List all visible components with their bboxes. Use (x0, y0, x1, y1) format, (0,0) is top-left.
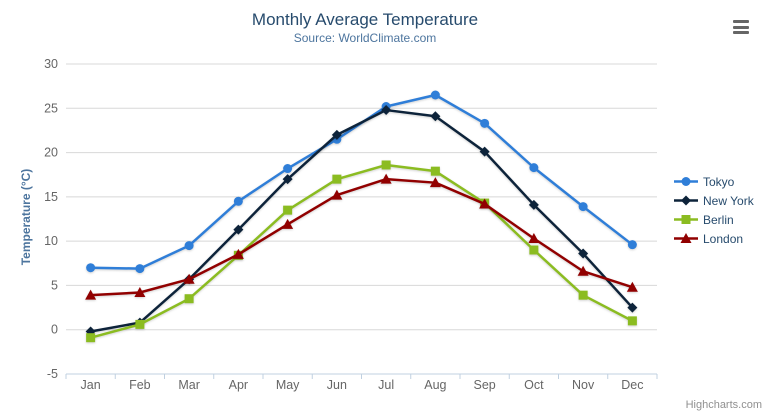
chart-title: Monthly Average Temperature (251, 10, 479, 29)
legend: Tokyo New York Berlin London (674, 172, 754, 248)
y-axis-tick-label: 0 (51, 323, 58, 337)
legend-marker-icon (674, 195, 698, 206)
triangle-marker-icon (134, 287, 146, 298)
square-marker-icon (681, 215, 691, 224)
triangle-marker-icon (282, 218, 294, 229)
credits-link[interactable]: Highcharts.com (685, 399, 762, 411)
x-axis-tick-label: Dec (621, 378, 643, 392)
circle-marker-icon (86, 263, 96, 273)
series-line (89, 93, 634, 270)
square-marker-icon (184, 294, 194, 304)
x-axis-tick-label: Oct (524, 378, 544, 392)
series-new-york[interactable] (85, 105, 638, 337)
diamond-marker-icon (578, 248, 589, 259)
y-axis-tick-label: 20 (44, 146, 58, 160)
diamond-marker-icon (331, 129, 342, 140)
legend-marker-icon (674, 177, 698, 186)
circle-marker-icon (430, 90, 440, 100)
series-line (89, 108, 634, 333)
y-axis-tick-label: -5 (47, 367, 58, 381)
square-marker-icon (381, 160, 391, 170)
x-axis-tick-label: Nov (572, 378, 595, 392)
square-marker-icon (135, 319, 145, 329)
series-line (89, 177, 634, 297)
triangle-marker-icon (183, 273, 195, 284)
x-axis-tick-label: Mar (178, 378, 200, 392)
legend-item-label: Tokyo (703, 174, 735, 189)
y-axis-tick-label: 30 (44, 57, 58, 71)
y-axis-tick-label: 5 (51, 278, 58, 292)
legend-item-label: New York (703, 193, 754, 208)
circle-marker-icon (184, 241, 194, 251)
diamond-marker-icon (528, 199, 539, 210)
square-marker-icon (627, 316, 637, 326)
triangle-marker-icon (85, 289, 97, 300)
circle-marker-icon (578, 202, 588, 212)
square-marker-icon (430, 166, 440, 176)
legend-item-london[interactable]: London (674, 229, 754, 248)
diamond-marker-icon (282, 174, 293, 185)
y-axis-tick-label: 10 (44, 234, 58, 248)
x-axis-tick-label: Jul (378, 378, 394, 392)
triangle-marker-icon (577, 265, 589, 276)
hamburger-menu-icon (733, 20, 749, 23)
series-tokyo[interactable] (86, 90, 637, 274)
triangle-marker-icon (232, 248, 244, 259)
diamond-marker-icon (681, 195, 691, 206)
circle-marker-icon (529, 163, 539, 173)
series-london[interactable] (85, 173, 638, 300)
circle-marker-icon (627, 240, 637, 250)
chart-subtitle: Source: WorldClimate.com (293, 31, 437, 45)
diamond-marker-icon (479, 146, 490, 157)
legend-item-tokyo[interactable]: Tokyo (674, 172, 754, 191)
series-berlin[interactable] (86, 160, 637, 343)
x-axis-tick-label: Feb (129, 378, 151, 392)
legend-item-new-york[interactable]: New York (674, 191, 754, 210)
legend-item-label: London (703, 231, 744, 246)
y-axis-tick-label: 25 (44, 101, 58, 115)
circle-marker-icon (233, 196, 243, 206)
y-axis-title: Temperature (°C) (19, 168, 33, 266)
circle-marker-icon (283, 164, 293, 174)
triangle-marker-icon (680, 233, 692, 243)
y-axis-tick-label: 15 (44, 190, 58, 204)
hamburger-menu-icon (733, 25, 749, 29)
legend-marker-icon (674, 233, 698, 243)
legend-marker-icon (674, 215, 698, 224)
x-axis-tick-label: Jun (327, 378, 347, 392)
triangle-marker-icon (528, 232, 540, 243)
triangle-marker-icon (479, 198, 491, 209)
diamond-marker-icon (233, 224, 244, 235)
hamburger-menu-icon (733, 31, 749, 34)
circle-marker-icon (135, 264, 145, 274)
x-axis-tick-label: Aug (424, 378, 446, 392)
x-axis-tick-label: May (276, 378, 300, 392)
square-marker-icon (578, 290, 588, 300)
series-line (89, 163, 634, 339)
legend-item-berlin[interactable]: Berlin (674, 210, 754, 229)
x-axis-tick-label: Jan (81, 378, 101, 392)
square-marker-icon (529, 245, 539, 255)
square-marker-icon (332, 174, 342, 184)
triangle-marker-icon (331, 189, 343, 200)
diamond-marker-icon (627, 302, 638, 313)
square-marker-icon (86, 333, 96, 343)
triangle-marker-icon (626, 281, 638, 292)
triangle-marker-icon (429, 177, 441, 188)
legend-item-label: Berlin (703, 212, 734, 227)
diamond-marker-icon (430, 111, 441, 122)
square-marker-icon (283, 205, 293, 215)
diamond-marker-icon (381, 105, 392, 116)
x-axis-tick-label: Apr (229, 378, 248, 392)
circle-marker-icon (480, 118, 490, 128)
triangle-marker-icon (380, 173, 392, 184)
circle-marker-icon (681, 177, 691, 186)
export-menu-button[interactable] (733, 20, 750, 34)
x-axis-tick-label: Sep (474, 378, 496, 392)
